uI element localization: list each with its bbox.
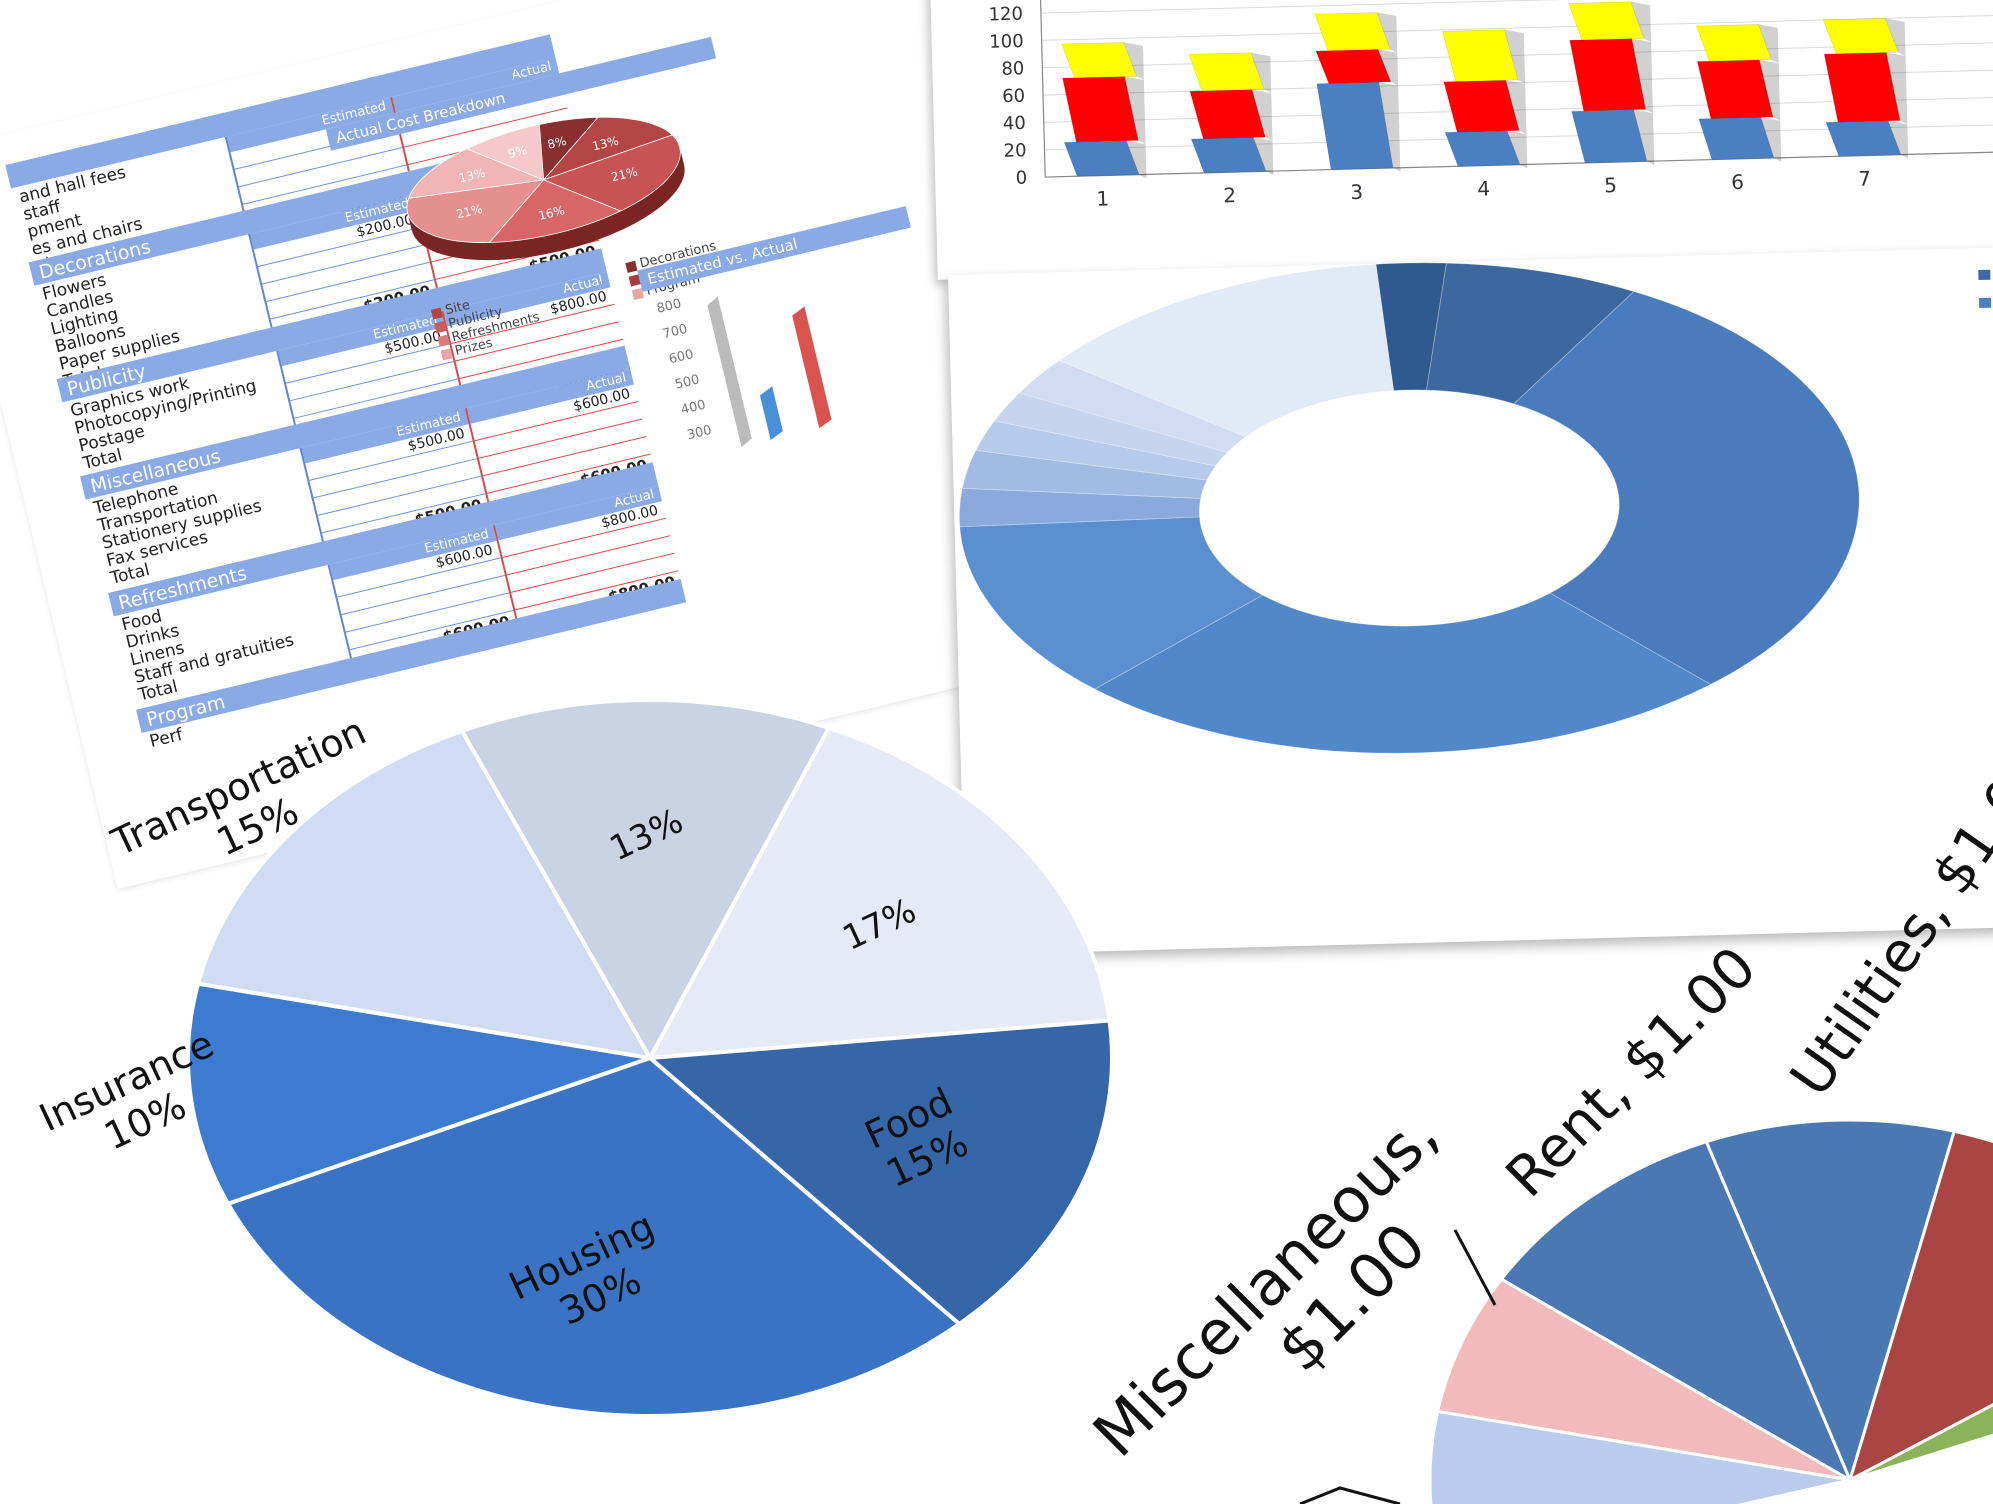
stacked-bar-chart-sheet: 0 20 40 60 80 100 120 1 2 3 4 5 6 7 (930, 0, 1993, 280)
bar-segment-side (1253, 137, 1274, 176)
pie-slice (646, 725, 1112, 1061)
donut-segment (1093, 592, 1712, 754)
x-tick-label: 6 (1731, 170, 1744, 194)
donut-segment (959, 516, 1264, 690)
bar-segment-side (1886, 52, 1908, 125)
donut-segment (975, 420, 1217, 481)
bar-segment-side (1123, 42, 1144, 81)
leader-line (1453, 1229, 1497, 1306)
donut-segment (993, 392, 1229, 467)
pie-slice (406, 179, 545, 243)
pie-slice (459, 698, 832, 1063)
pie-slice-label: 13% (457, 166, 486, 186)
pie-slice (1847, 1129, 1993, 1483)
bar-segment (1188, 52, 1265, 92)
donut-segment (1018, 359, 1247, 453)
bar-segment-side (1888, 120, 1909, 159)
pie-slice (195, 728, 654, 1061)
bar-segment-side (1759, 59, 1781, 121)
bar-segment (1442, 29, 1519, 82)
pie-slice (1435, 1277, 1851, 1482)
pie-slice-label: 16% (537, 203, 566, 223)
y-tick-label: 80 (1001, 58, 1024, 80)
bar-segment-side (1631, 38, 1653, 114)
donut-chart: C (958, 262, 1992, 754)
bar-segment-side (1378, 82, 1401, 172)
bar-segment-side (1504, 29, 1526, 84)
donut-segment (1375, 262, 1447, 392)
pie-slice-label: 13% (591, 134, 620, 154)
leader-line (1299, 1486, 1401, 1504)
pie-slice (225, 1055, 963, 1419)
bar-segment-side (1760, 117, 1782, 162)
x-tick-label: 7 (1858, 166, 1871, 190)
estimated-vs-actual-3d-bars (707, 296, 832, 448)
pie-slice (1849, 1403, 1993, 1482)
bar-segment (1314, 12, 1391, 52)
y-tick-label: 60 (1002, 86, 1025, 108)
donut-segment (1513, 291, 1860, 685)
donut-segment (1058, 263, 1395, 438)
x-tick-label: 3 (1350, 180, 1363, 204)
x-tick-label: 1 (1096, 186, 1109, 210)
pie-slice (1428, 1409, 1851, 1504)
pie-slice-label: 21% (455, 202, 484, 222)
bar-segment-side (1758, 24, 1779, 64)
pie-slice (1704, 1118, 1957, 1485)
pie-data-label: Utilities, $1.0 (1778, 767, 1993, 1108)
y-tick-label: 20 (1003, 140, 1026, 162)
household-budget-pie: 13%17%Food15%Housing30%Insurance10%Trans… (33, 698, 1114, 1419)
x-tick-label: 5 (1604, 173, 1617, 197)
pie-slice (408, 148, 546, 199)
bar-segment-side (1885, 18, 1906, 56)
pie-slice (542, 134, 681, 212)
donut-segment (1426, 262, 1635, 405)
x-tick-label: 4 (1477, 176, 1490, 200)
x-tick-label: 2 (1223, 183, 1236, 207)
bar-segment-side (1507, 130, 1528, 169)
bar-segment (1822, 18, 1899, 55)
stacked-bar-chart: 0 20 40 60 80 100 120 1 2 3 4 5 6 7 (988, 0, 1993, 211)
pie-slice (542, 116, 674, 181)
y-tick-label: 40 (1003, 113, 1026, 135)
donut-chart-sheet: C (948, 246, 1993, 955)
pie-slice (186, 981, 651, 1207)
pie-slice (465, 123, 545, 181)
pie-slice (1499, 1139, 1854, 1484)
bar-segment (1061, 42, 1138, 79)
bar-segment-side (1377, 49, 1399, 86)
bar-segment-side (1251, 52, 1272, 94)
donut-legend: C (1978, 269, 1992, 309)
y-tick-label: 120 (988, 4, 1023, 26)
pie-slice-label: 21% (610, 165, 639, 185)
bar-segment-side (1377, 12, 1398, 53)
bar-segment-side (1630, 1, 1652, 43)
y-axis (1039, 0, 1046, 178)
pie-slice (488, 179, 622, 243)
pie-slice-label: 8% (546, 134, 568, 152)
bar-segment-side (1126, 140, 1147, 179)
pie-slice (645, 1018, 1114, 1327)
legend-swatch (1978, 269, 1991, 281)
gridline (1040, 0, 1993, 14)
bar-segment-side (1633, 109, 1655, 166)
bar-segment-side (1251, 89, 1273, 141)
bar-segment-side (1124, 76, 1146, 145)
bar-segment (1568, 1, 1645, 41)
y-tick-label: 0 (1015, 168, 1027, 189)
bar-segment (1696, 24, 1772, 62)
y-tick-label: 100 (989, 31, 1024, 53)
actual-cost-breakdown-pie: 8% 13% 21% 16% 21% 13% 9% (406, 116, 685, 261)
pie-slice-label: 9% (507, 143, 529, 161)
bar-segment-side (1505, 80, 1527, 135)
legend-swatch (1978, 297, 1992, 309)
